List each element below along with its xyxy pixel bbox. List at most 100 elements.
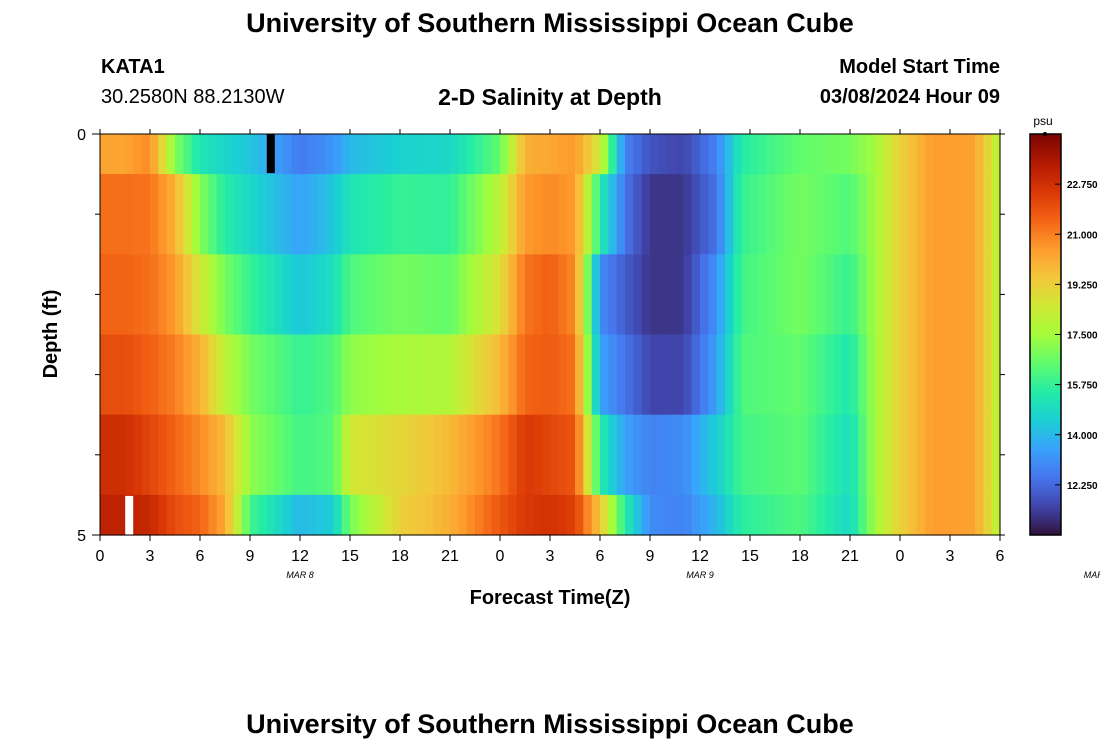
heatmap-cell: [883, 334, 893, 416]
heatmap-cell: [316, 414, 326, 496]
heatmap-cell: [275, 174, 284, 255]
heatmap-cell: [908, 494, 918, 536]
heatmap-cell: [116, 414, 126, 496]
heatmap-cell: [525, 174, 534, 255]
colorbar-tick-label: 17.500: [1067, 331, 1098, 342]
heatmap-cell: [400, 174, 409, 255]
heatmap-cell: [766, 494, 776, 536]
heatmap-cell: [416, 334, 426, 416]
heatmap-cell: [400, 494, 409, 536]
heatmap-cell: [150, 334, 159, 416]
heatmap-cell: [908, 134, 918, 175]
heatmap-cell: [475, 254, 484, 336]
heatmap-cell: [700, 174, 709, 255]
heatmap-cell: [883, 174, 893, 255]
heatmap-cell: [666, 134, 676, 175]
heatmap-cells: [100, 134, 1001, 536]
heatmap-cell: [783, 334, 793, 416]
model-start-value: 03/08/2024 Hour 09: [819, 86, 1000, 108]
date-label: MAR 9: [686, 570, 714, 580]
heatmap-cell: [700, 414, 709, 496]
x-tick-label: 3: [546, 548, 555, 565]
heatmap-cell: [550, 334, 559, 416]
heatmap-cell: [825, 494, 834, 536]
heatmap-cell: [791, 174, 801, 255]
colorbar-tick-label: 21.000: [1067, 230, 1098, 241]
heatmap-cell: [958, 494, 968, 536]
heatmap-cell: [366, 254, 376, 336]
heatmap-cell: [516, 134, 526, 175]
heatmap-cell: [241, 254, 251, 336]
heatmap-cell: [291, 494, 301, 536]
heatmap-cell: [375, 174, 384, 255]
heatmap-cell: [158, 494, 168, 536]
heatmap-cell: [333, 254, 343, 336]
heatmap-cell: [233, 334, 243, 416]
heatmap-cell: [391, 254, 401, 336]
heatmap-cell: [425, 134, 434, 175]
heatmap-cell: [208, 254, 218, 336]
heatmap-cell: [708, 134, 718, 175]
heatmap-cell: [500, 254, 509, 336]
heatmap-cell: [508, 134, 518, 175]
heatmap-cell: [950, 134, 959, 175]
heatmap-cell: [575, 334, 584, 416]
heatmap-cell: [908, 174, 918, 255]
heatmap-cell: [433, 254, 443, 336]
heatmap-cell: [350, 494, 359, 536]
heatmap-cell: [491, 334, 501, 416]
heatmap-cell: [725, 494, 734, 536]
heatmap-cell: [350, 334, 359, 416]
heatmap-cell: [858, 414, 868, 496]
heatmap-cell: [766, 134, 776, 175]
heatmap-cell: [375, 494, 384, 536]
heatmap-cell: [641, 134, 651, 175]
heatmap-cell: [191, 414, 201, 496]
heatmap-cell: [941, 174, 951, 255]
y-axis-label: Depth (ft): [40, 290, 62, 379]
heatmap-cell: [350, 414, 359, 496]
heatmap-cell: [875, 134, 884, 175]
heatmap-cell: [475, 134, 484, 175]
heatmap-cell: [433, 414, 443, 496]
heatmap-cell: [200, 334, 209, 416]
heatmap-cell: [725, 254, 734, 336]
heatmap-cell: [716, 134, 726, 175]
heatmap-cell: [116, 494, 126, 536]
heatmap-cell: [241, 134, 251, 175]
heatmap-cell: [775, 494, 784, 536]
heatmap-cell: [258, 174, 268, 255]
heatmap-cell: [575, 174, 584, 255]
heatmap-cell: [450, 414, 459, 496]
heatmap-cell: [308, 494, 318, 536]
heatmap-cell: [591, 254, 601, 336]
heatmap-cell: [775, 134, 784, 175]
heatmap-cell: [208, 414, 218, 496]
heatmap-cell: [316, 254, 326, 336]
heatmap-cell: [550, 254, 559, 336]
heatmap-cell: [266, 494, 276, 536]
heatmap-cell: [550, 494, 559, 536]
heatmap-cell: [491, 414, 501, 496]
heatmap-cell: [475, 414, 484, 496]
heatmap-cell: [133, 334, 143, 416]
chart-subtitle: 2-D Salinity at Depth: [438, 84, 662, 110]
heatmap-cell: [491, 254, 501, 336]
heatmap-cell: [400, 254, 409, 336]
heatmap-cell: [258, 334, 268, 416]
heatmap-cell: [750, 254, 759, 336]
heatmap-cell: [550, 134, 559, 175]
heatmap-cell: [300, 134, 309, 175]
heatmap-cell: [683, 414, 693, 496]
heatmap-cell: [616, 174, 626, 255]
heatmap-cell: [283, 254, 293, 336]
heatmap-cell: [675, 174, 684, 255]
heatmap-cell: [425, 254, 434, 336]
heatmap-cell: [250, 254, 259, 336]
heatmap-cell: [383, 414, 393, 496]
heatmap-cell: [833, 134, 843, 175]
heatmap-markers: [125, 134, 275, 535]
heatmap-cell: [541, 254, 551, 336]
heatmap-cell: [300, 254, 309, 336]
heatmap-cell: [791, 334, 801, 416]
